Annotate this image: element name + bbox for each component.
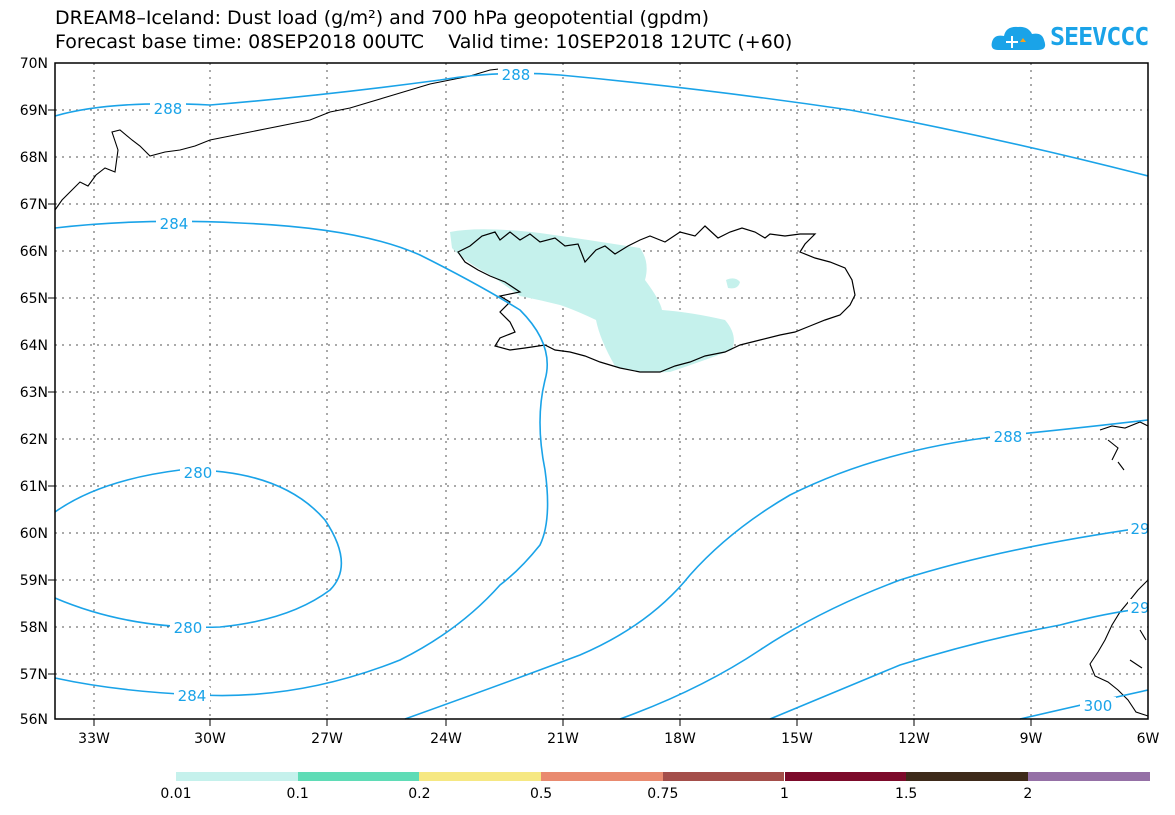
lat-label: 58N (19, 620, 48, 636)
colorbar-segment (297, 772, 420, 781)
contour-label: 280 (174, 619, 203, 637)
colorbar-label: 1.5 (895, 786, 918, 802)
iceland-coastline (457, 225, 856, 373)
lat-label: 64N (19, 338, 48, 354)
lat-label: 59N (19, 573, 48, 589)
colorbar-label: 0.01 (160, 786, 192, 802)
colorbar-segment (1027, 772, 1150, 781)
colorbar-label: 0.1 (286, 786, 309, 802)
lat-label: 67N (19, 197, 48, 213)
map-subtitle: Forecast base time: 08SEP2018 00UTC Vali… (55, 31, 793, 53)
colorbar-segment (662, 772, 785, 781)
lat-label: 56N (19, 712, 48, 728)
lon-label: 21W (547, 731, 579, 747)
contour-label: 284 (160, 215, 189, 233)
colorbar-segment (784, 772, 907, 781)
lon-label: 15W (781, 731, 813, 747)
lon-label: 33W (78, 731, 110, 747)
grid-lines (55, 63, 1148, 719)
lon-label: 9W (1019, 731, 1043, 747)
lat-label: 57N (19, 667, 48, 683)
seevccc-logo-icon (991, 26, 1046, 50)
colorbar-segment (419, 772, 542, 781)
colorbar-label: 0.75 (647, 786, 679, 802)
lon-label: 24W (430, 731, 462, 747)
contour-label: 29 (1130, 520, 1149, 538)
faroe-coastline (1099, 421, 1149, 471)
lon-label: 18W (664, 731, 696, 747)
colorbar-label: 0.5 (529, 786, 553, 802)
dust-load-shading (450, 229, 740, 373)
colorbar-label: 1 (780, 786, 789, 802)
greenland-coastline (54, 67, 509, 211)
colorbar-segment (176, 772, 298, 781)
contour-label: 284 (178, 687, 207, 705)
lat-label: 68N (19, 150, 48, 166)
map-frame (54, 62, 1149, 720)
colorbar-segment (906, 772, 1028, 781)
contour-label: 288 (502, 66, 531, 84)
lon-label: 12W (898, 731, 930, 747)
lon-label: 27W (311, 731, 343, 747)
geopotential-contours (54, 72, 1149, 720)
colorbar-label: 2 (1023, 786, 1033, 802)
colorbar-segment (541, 772, 663, 781)
map-title: DREAM8–Iceland: Dust load (g/m²) and 700… (55, 7, 710, 29)
lon-label: 6W (1136, 731, 1160, 747)
contour-label: 288 (154, 100, 183, 118)
contour-label: 29 (1130, 599, 1149, 617)
contour-label: 300 (1084, 697, 1113, 715)
lat-label: 70N (19, 56, 48, 72)
lat-label: 63N (19, 385, 48, 401)
colorbar-label: 0.2 (408, 786, 431, 802)
axis-ticks (48, 109, 1032, 726)
lat-label: 69N (19, 103, 48, 119)
contour-label: 280 (184, 464, 213, 482)
lat-label: 61N (19, 479, 48, 495)
lat-label: 62N (19, 432, 48, 448)
lat-label: 60N (19, 526, 48, 542)
contour-label: 288 (994, 428, 1023, 446)
lon-label: 30W (194, 731, 226, 747)
lat-label: 65N (19, 291, 48, 307)
lat-label: 66N (19, 244, 48, 260)
logo-text: SEEVCCC (1050, 22, 1149, 51)
